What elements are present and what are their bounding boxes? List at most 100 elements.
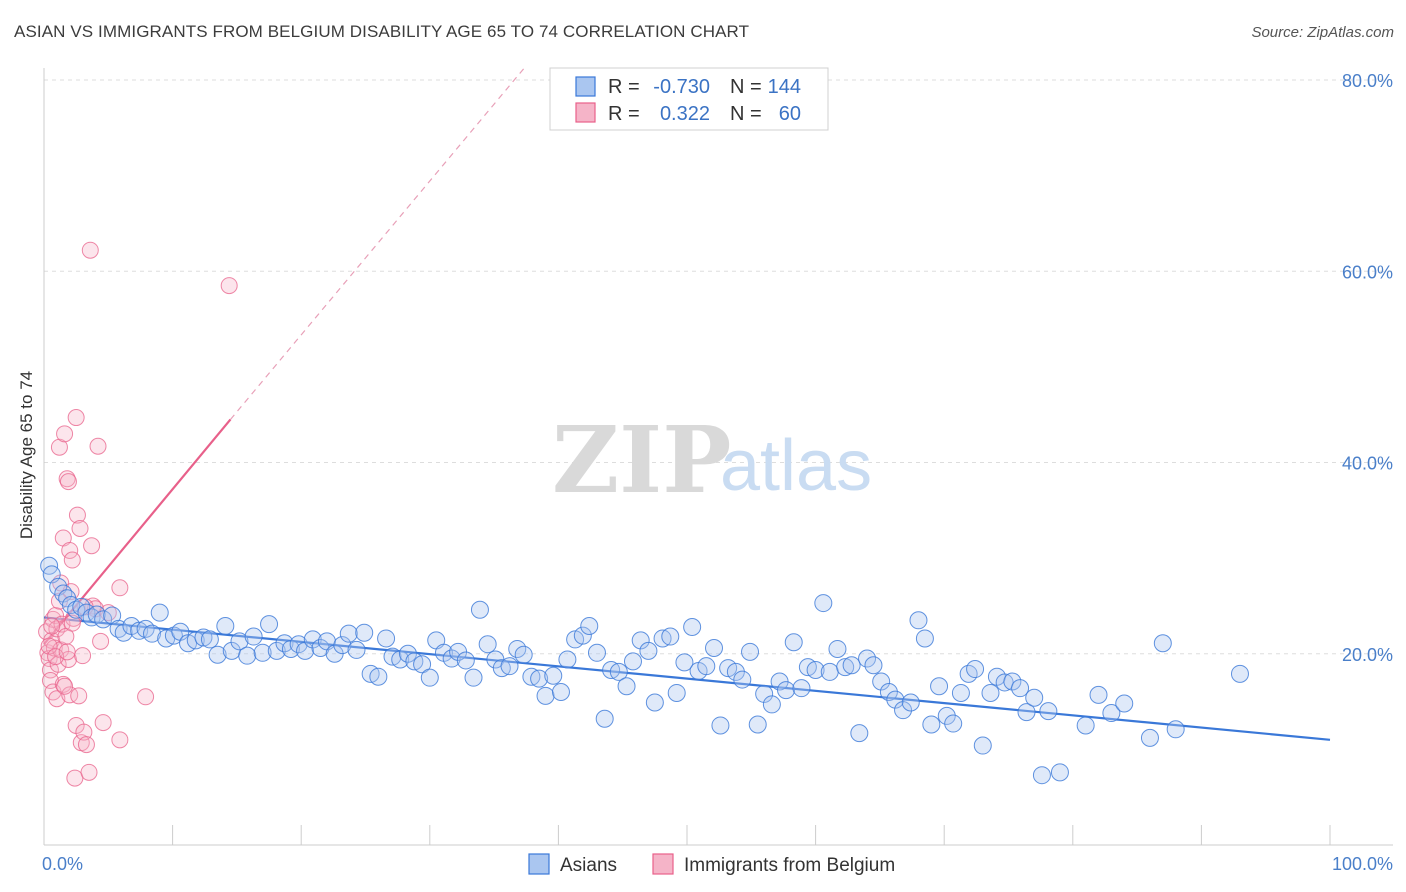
data-point-asians: [1140, 728, 1159, 747]
data-point-asians: [792, 679, 811, 698]
data-point-asians: [238, 646, 257, 665]
data-point-asians: [872, 672, 891, 691]
data-point-asians: [922, 715, 941, 734]
series-immigrants-from-belgium: [38, 241, 238, 787]
data-point-asians: [639, 641, 658, 660]
data-point-asians: [850, 724, 869, 743]
data-point-asians: [1032, 766, 1051, 785]
data-point-asians: [530, 669, 549, 688]
data-point-asians: [398, 644, 417, 663]
legend-n-label-asians: N =: [730, 76, 762, 98]
data-point-asians: [697, 657, 716, 676]
bottom-legend-label-belgium: Immigrants from Belgium: [684, 855, 895, 876]
data-point-asians: [1089, 685, 1108, 704]
data-point-asians: [1102, 704, 1121, 723]
series-legend: Asians Immigrants from Belgium: [528, 853, 895, 876]
data-point-asians: [836, 658, 855, 677]
bottom-legend-swatch-asians: [528, 853, 550, 875]
data-point-belgium: [111, 579, 129, 597]
data-point-asians: [944, 714, 963, 733]
data-point-asians: [289, 635, 308, 654]
data-point-asians: [667, 683, 686, 702]
data-point-asians: [587, 643, 606, 662]
data-point-asians: [645, 693, 664, 712]
data-point-asians: [150, 603, 169, 622]
data-point-asians: [930, 677, 949, 696]
data-point-asians: [333, 636, 352, 655]
correlation-legend: R = -0.730 N = 144 R = 0.322 N = 60: [549, 67, 829, 131]
gridlines: [44, 79, 1393, 655]
data-point-asians: [966, 660, 985, 679]
data-point-asians: [602, 661, 621, 680]
legend-n-label-belgium: N =: [730, 103, 762, 125]
trend-line-asians: [43, 616, 1331, 741]
data-point-asians: [573, 626, 592, 645]
data-point-asians: [1003, 672, 1022, 691]
data-point-asians: [842, 656, 861, 675]
data-point-asians: [551, 683, 570, 701]
data-point-belgium: [43, 617, 61, 635]
data-point-asians: [522, 667, 541, 686]
data-point-asians: [339, 624, 358, 643]
data-point-asians: [595, 709, 614, 728]
series-asians: [40, 556, 1249, 785]
data-point-asians: [208, 645, 227, 664]
data-point-asians: [492, 659, 511, 678]
data-point-asians: [864, 656, 883, 675]
legend-r-label-asians: R =: [608, 76, 640, 98]
legend-n-value-asians: 144: [768, 76, 801, 98]
trend-lines: [43, 65, 1331, 741]
data-point-belgium: [67, 409, 85, 427]
data-point-asians: [894, 701, 913, 720]
data-point-asians: [784, 633, 803, 652]
data-point-asians: [1011, 679, 1030, 698]
data-point-asians: [909, 611, 928, 630]
data-point-belgium: [111, 731, 129, 749]
data-point-belgium: [48, 690, 66, 708]
data-point-asians: [981, 683, 1000, 702]
data-point-asians: [1076, 716, 1095, 735]
data-point-asians: [675, 653, 694, 672]
data-point-belgium: [94, 714, 112, 732]
data-point-belgium: [58, 643, 76, 661]
data-point-asians: [1025, 688, 1044, 707]
trend-line-belgium: [43, 418, 232, 645]
data-point-belgium: [61, 541, 79, 559]
watermark-atlas: atlas: [720, 426, 872, 506]
data-point-belgium: [92, 632, 110, 650]
legend-swatch-asians: [575, 76, 596, 97]
data-point-asians: [200, 630, 219, 649]
data-point-asians: [631, 631, 650, 650]
legend-r-value-asians: -0.730: [653, 76, 710, 98]
data-point-belgium: [66, 769, 84, 787]
data-point-belgium: [75, 723, 93, 741]
data-point-asians: [886, 690, 905, 709]
data-point-belgium: [50, 438, 68, 456]
y-tick-label: 60.0%: [1342, 262, 1393, 282]
data-point-belgium: [58, 470, 76, 488]
data-point-asians: [733, 670, 752, 689]
data-point-asians: [536, 686, 555, 705]
data-point-asians: [143, 624, 162, 643]
data-point-asians: [544, 666, 563, 685]
data-point-asians: [683, 617, 702, 636]
axes: [43, 68, 1393, 846]
data-point-asians: [623, 652, 642, 671]
data-point-asians: [267, 641, 286, 660]
data-point-asians: [1039, 702, 1058, 721]
data-point-belgium: [61, 686, 79, 704]
data-point-asians: [464, 668, 483, 687]
data-point-asians: [973, 736, 992, 755]
data-point-asians: [500, 657, 519, 676]
data-point-asians: [777, 681, 796, 700]
data-point-belgium: [56, 677, 74, 695]
data-point-asians: [194, 628, 213, 647]
data-point-asians: [806, 661, 825, 680]
data-point-asians: [230, 632, 249, 651]
data-point-belgium: [70, 687, 88, 705]
data-point-asians: [413, 655, 432, 674]
data-point-asians: [244, 627, 263, 646]
data-point-asians: [470, 600, 489, 619]
data-point-asians: [653, 629, 672, 648]
